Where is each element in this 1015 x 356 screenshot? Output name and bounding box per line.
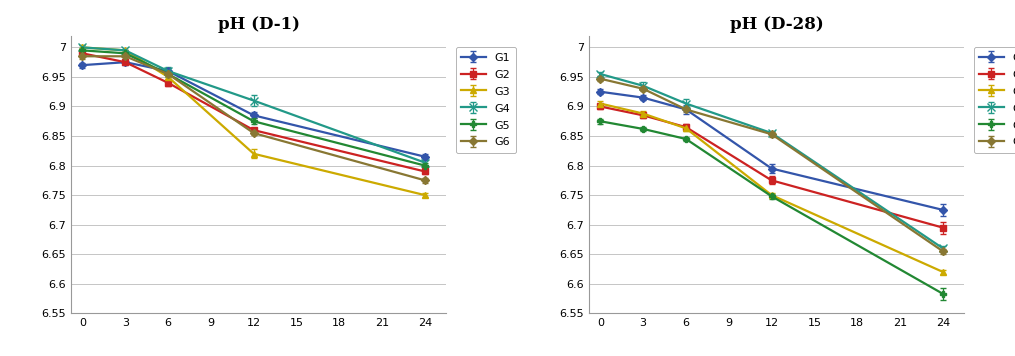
Legend: G1, G2, G3, G4, G5, G6: G1, G2, G3, G4, G5, G6 (456, 47, 516, 153)
Title: pH (D-28): pH (D-28) (730, 16, 823, 33)
Title: pH (D-1): pH (D-1) (217, 16, 299, 33)
Legend: G1, G2, G3, G4, G5, G6: G1, G2, G3, G4, G5, G6 (973, 47, 1015, 153)
